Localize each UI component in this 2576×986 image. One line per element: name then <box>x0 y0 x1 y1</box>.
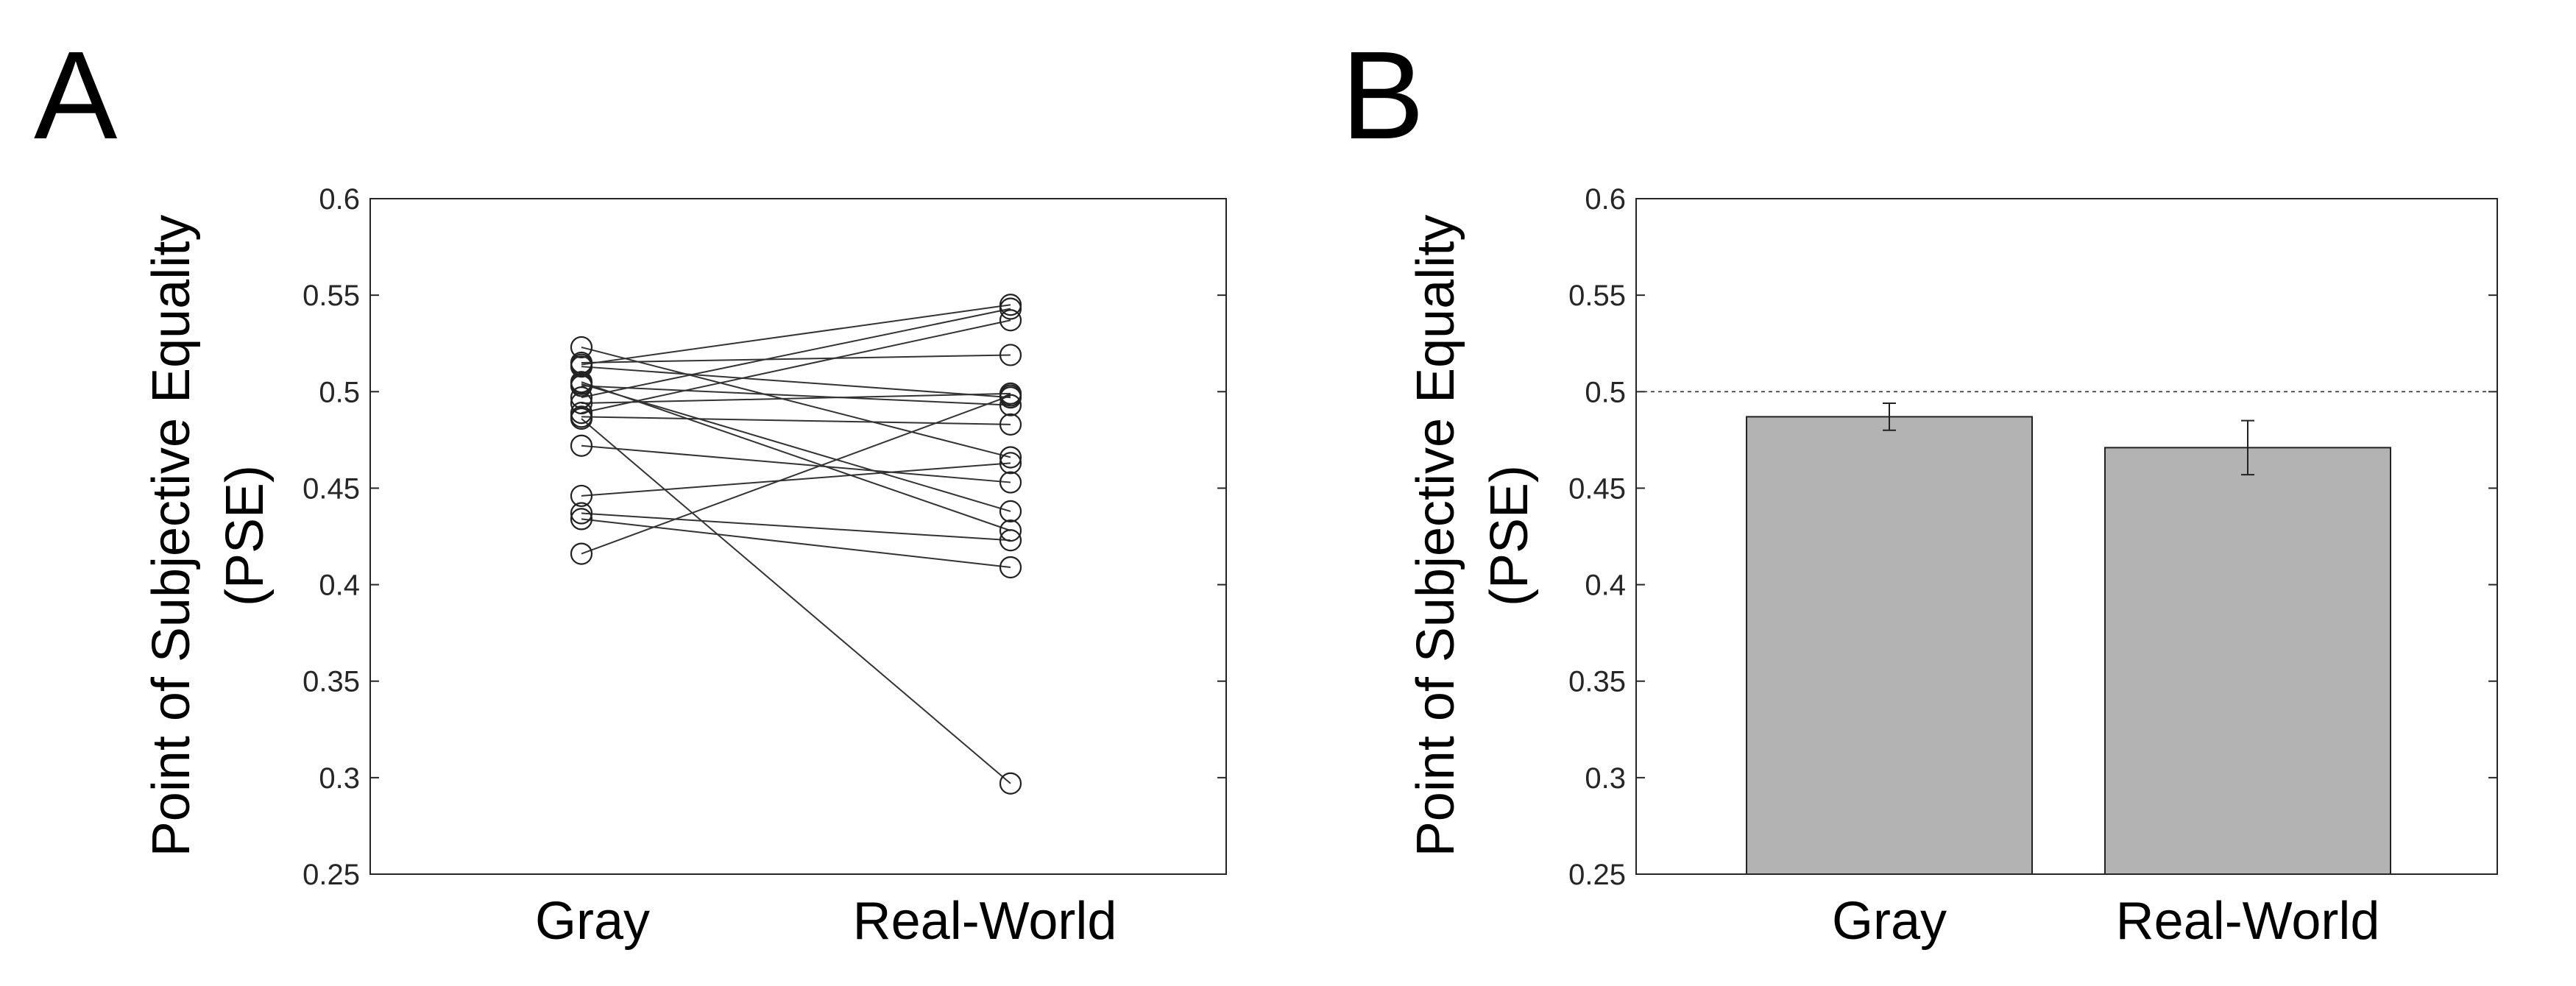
panel-b-chart: Point of Subjective Equality (PSE) 0.250… <box>1406 183 2498 951</box>
panel-a-pair-line <box>581 319 1011 414</box>
panel-a-axes <box>369 198 1227 875</box>
panel-a-point-real-world <box>999 384 1022 407</box>
panel-a-ytick-label: 0.3 <box>319 762 360 795</box>
panel-b-ytick-label: 0.5 <box>1585 376 1626 408</box>
panel-b-bars <box>1636 391 2497 875</box>
panel-a-point-real-world <box>999 556 1022 579</box>
panel-a-points <box>570 294 1022 795</box>
panel-b-xtick-real-world: Real-World <box>2116 892 2380 951</box>
panel-a-ylabel-line1: Point of Subjective Equality <box>142 215 201 857</box>
panel-a-pair-line <box>581 462 1011 497</box>
panel-a-xtick-real-world: Real-World <box>853 892 1117 951</box>
panel-b-ytick-label: 0.45 <box>1568 472 1626 505</box>
panel-a-letter: A <box>34 26 118 166</box>
panel-b-bar-real-world <box>2104 447 2391 875</box>
panel-a-pair-line <box>581 304 1011 366</box>
panel-a-pair-line <box>581 394 1011 555</box>
panel-a-point-real-world <box>999 413 1022 436</box>
panel-a-pair-line <box>581 354 1011 363</box>
panel-a-ytick-label: 0.45 <box>302 472 360 505</box>
panel-a-point-real-world <box>999 394 1022 416</box>
panel-a-pair-line <box>581 381 1011 532</box>
panel-b-ytick-label: 0.55 <box>1568 280 1626 312</box>
panel-a-pair-line <box>581 444 1011 483</box>
panel-a-pair-line <box>581 416 1011 425</box>
panel-a-pair-lines <box>581 304 1011 784</box>
panel-a-point-gray <box>570 434 593 457</box>
panel-a-ytick-label: 0.6 <box>319 183 360 216</box>
panel-a-point-gray <box>570 542 593 565</box>
panel-a-point-real-world <box>999 772 1022 795</box>
panel-b-ytick-label: 0.25 <box>1568 859 1626 891</box>
panel-b-bar-gray <box>1746 416 2033 875</box>
panel-a-point-real-world <box>999 344 1022 366</box>
panel-a-ylabel-line2: (PSE) <box>216 465 275 606</box>
panel-b-axes <box>1635 198 2498 875</box>
panel-a-point-gray <box>570 484 593 508</box>
panel-a-xtick-gray: Gray <box>535 892 650 951</box>
panel-a-point-gray <box>570 355 593 378</box>
panel-a-pair-line <box>581 383 1011 512</box>
panel-a-ytick-label: 0.25 <box>302 859 360 891</box>
panel-b-ytick-label: 0.3 <box>1585 762 1626 795</box>
panel-a-point-gray <box>570 336 593 359</box>
panel-a-pair-line <box>581 385 1011 406</box>
panel-a-point-real-world <box>999 446 1022 469</box>
panel-a-ytick-label: 0.4 <box>319 570 360 602</box>
panel-a-point-gray <box>570 407 593 430</box>
panel-a-pair-line <box>581 418 1011 784</box>
panel-a-chart: Point of Subjective Equality (PSE) 0.250… <box>142 183 1227 951</box>
panel-a-point-real-world <box>999 309 1022 332</box>
panel-a-point-gray <box>570 375 593 397</box>
panel-a-point-real-world <box>999 519 1022 542</box>
panel-b-ylabel-line1: Point of Subjective Equality <box>1406 215 1465 857</box>
panel-a-pair-line <box>581 366 1011 399</box>
panel-a-pair-line <box>581 346 1011 458</box>
panel-a-point-gray <box>570 508 593 531</box>
panel-a-ytick-label: 0.35 <box>302 666 360 698</box>
panel-b-ytick-label: 0.35 <box>1568 666 1626 698</box>
panel-a-point-real-world <box>999 452 1022 475</box>
panel-a-point-real-world <box>999 500 1022 523</box>
panel-b-letter: B <box>1341 26 1424 166</box>
panel-b-xtick-gray: Gray <box>1832 892 1947 951</box>
panel-b-ylabel-line2: (PSE) <box>1480 465 1539 606</box>
panel-b-ticks: 0.25 0.3 0.35 0.4 0.45 0.5 0.55 0.6 <box>1568 183 2497 891</box>
panel-a-point-real-world <box>999 471 1022 494</box>
panel-a-point-gray <box>570 502 593 525</box>
panel-a-pair-line <box>581 512 1011 542</box>
panel-a-ytick-label: 0.5 <box>319 376 360 408</box>
panel-a-pair-line <box>581 308 1011 399</box>
panel-a-pair-line <box>581 392 1011 405</box>
panel-a-ticks: 0.25 0.3 0.35 0.4 0.45 0.5 0.55 0.6 <box>302 183 1226 891</box>
panel-a-point-real-world <box>999 297 1022 320</box>
panel-b-ytick-label: 0.4 <box>1585 570 1626 602</box>
panel-a-ytick-label: 0.55 <box>302 280 360 312</box>
panel-b-ytick-label: 0.6 <box>1585 183 1626 216</box>
panel-a-point-gray <box>570 391 593 415</box>
panel-a-point-real-world <box>999 529 1022 552</box>
